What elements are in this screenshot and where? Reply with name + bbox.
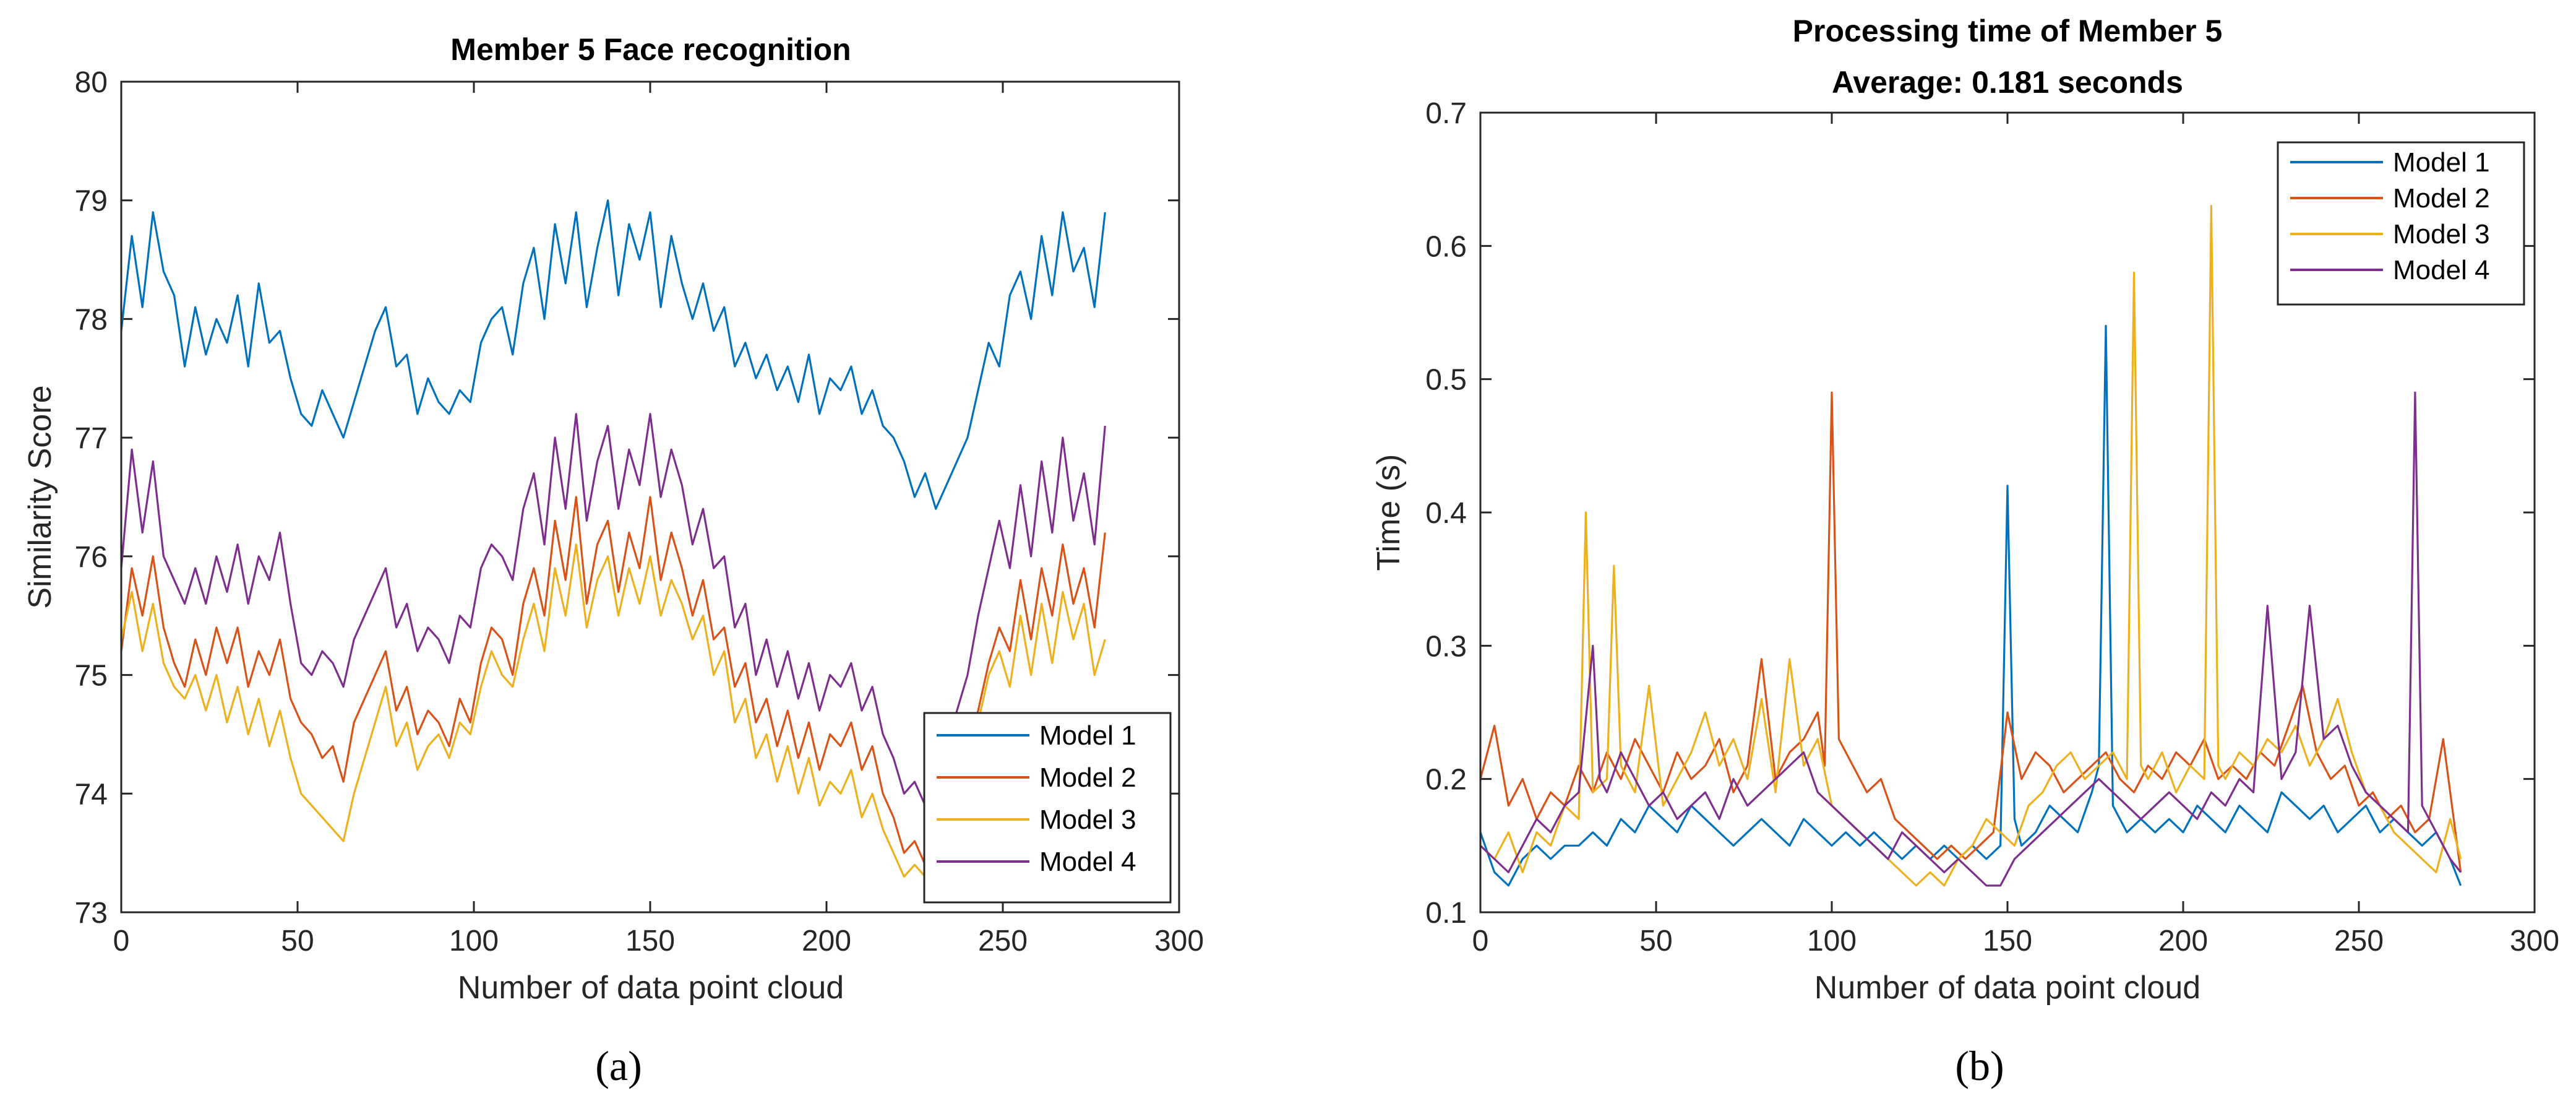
series-line-model-1 <box>1479 324 2462 887</box>
x-tick-label: 300 <box>1154 925 1204 957</box>
x-tick-label: 250 <box>2334 925 2384 957</box>
x-ticks-b: 0 50 100 150 200 250 300 <box>1472 113 2559 957</box>
series-line-model-4 <box>1479 391 2462 887</box>
y-tick-label: 78 <box>75 303 108 336</box>
legend-box <box>923 712 1172 904</box>
y-ticks-a: 73 74 75 76 77 78 79 80 <box>75 66 1179 930</box>
chart-subtitle-b: Average: 0.181 seconds <box>1832 65 2183 100</box>
x-tick-label: 150 <box>1983 925 2032 957</box>
panel-label-b: (b) <box>1955 1042 2004 1089</box>
chart-title-b: Processing time of Member 5 <box>1793 14 2223 48</box>
y-tick-label: 0.3 <box>1425 630 1467 663</box>
series-line-model-2 <box>1479 391 2462 873</box>
legend-label-model-2: Model 2 <box>1039 763 1136 793</box>
y-axis-label-b: Time (s) <box>1371 454 1407 571</box>
y-tick-label: 75 <box>75 660 108 693</box>
x-tick-label: 100 <box>1807 925 1857 957</box>
y-tick-label: 74 <box>75 778 108 811</box>
legend-box <box>2277 141 2525 306</box>
series-group-b <box>1479 205 2462 887</box>
chart-panel-b: Processing time of Member 5 Average: 0.1… <box>1371 14 2559 1089</box>
x-axis-label-b: Number of data point cloud <box>1814 970 2200 1006</box>
y-tick-label: 0.1 <box>1425 897 1467 930</box>
x-tick-label: 150 <box>625 925 675 957</box>
y-tick-label: 80 <box>75 66 108 99</box>
x-axis-label-a: Number of data point cloud <box>458 970 844 1006</box>
y-tick-label: 0.5 <box>1425 364 1467 397</box>
y-tick-label: 79 <box>75 185 108 218</box>
x-tick-label: 200 <box>802 925 851 957</box>
plot-area-a <box>120 80 1180 914</box>
chart-panel-a: Member 5 Face recognition 73 74 75 76 77 78 79… <box>22 32 1204 1089</box>
legend-label-model-3: Model 3 <box>2393 219 2490 249</box>
x-tick-label: 200 <box>2158 925 2208 957</box>
legend-label-model-2: Model 2 <box>2393 183 2490 214</box>
y-tick-label: 73 <box>75 897 108 930</box>
y-tick-label: 0.7 <box>1425 97 1467 130</box>
legend-label-model-3: Model 3 <box>1039 805 1136 835</box>
panel-label-a: (a) <box>595 1042 642 1089</box>
x-tick-label: 0 <box>1472 925 1489 957</box>
y-tick-label: 0.4 <box>1425 497 1467 530</box>
series-line-model-1 <box>120 199 1106 510</box>
legend-b: Model 1 Model 2 Model 3 Model 4 <box>2277 141 2525 306</box>
legend-label-model-1: Model 1 <box>2393 147 2490 178</box>
x-tick-label: 100 <box>449 925 499 957</box>
chart-title-a: Member 5 Face recognition <box>450 32 851 67</box>
y-tick-label: 76 <box>75 541 108 574</box>
x-tick-label: 0 <box>113 925 130 957</box>
y-tick-label: 77 <box>75 422 108 455</box>
legend-label-model-4: Model 4 <box>2393 255 2490 285</box>
x-ticks-a: 0 50 100 150 200 250 300 <box>113 82 1204 957</box>
legend-a: Model 1 Model 2 Model 3 Model 4 <box>923 712 1172 904</box>
y-axis-label-a: Similarity Score <box>22 385 58 608</box>
legend-label-model-4: Model 4 <box>1039 847 1136 877</box>
legend-label-model-1: Model 1 <box>1039 720 1136 751</box>
plot-area-b <box>1479 111 2536 914</box>
x-tick-label: 50 <box>281 925 314 957</box>
x-tick-label: 250 <box>978 925 1028 957</box>
x-tick-label: 300 <box>2510 925 2559 957</box>
y-tick-label: 0.2 <box>1425 764 1467 797</box>
x-tick-label: 50 <box>1639 925 1672 957</box>
y-tick-label: 0.6 <box>1425 230 1467 263</box>
series-line-model-3 <box>1479 205 2462 887</box>
